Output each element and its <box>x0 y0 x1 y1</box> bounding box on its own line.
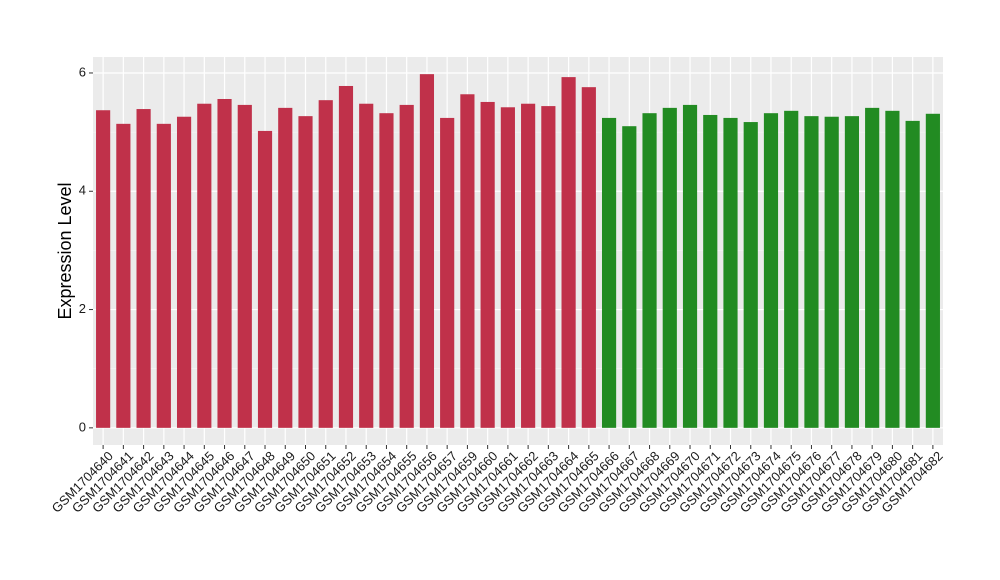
bar <box>419 74 435 428</box>
bar <box>662 107 677 428</box>
y-tick-label: 0 <box>79 419 86 434</box>
bar <box>844 116 860 428</box>
bar <box>379 113 394 428</box>
bar <box>338 85 354 428</box>
bar <box>460 94 475 428</box>
bar <box>480 101 495 428</box>
bar <box>865 107 880 428</box>
bar <box>156 123 171 428</box>
bar <box>318 100 333 428</box>
bar <box>682 104 698 428</box>
bar <box>278 107 293 428</box>
bar <box>622 126 637 428</box>
plot-panel <box>93 57 943 445</box>
bar <box>217 98 232 428</box>
bar <box>925 113 940 428</box>
y-tick-label: 6 <box>79 64 86 79</box>
bar <box>257 130 273 428</box>
bar <box>763 113 779 428</box>
bar <box>176 116 192 428</box>
bar <box>642 113 657 428</box>
bar <box>116 123 131 428</box>
bar <box>905 120 920 428</box>
bar <box>743 122 758 428</box>
bar <box>581 87 596 428</box>
bar <box>784 110 799 428</box>
bar <box>500 107 515 428</box>
bar <box>197 103 212 428</box>
bar <box>723 117 738 428</box>
bar <box>96 110 111 428</box>
bar <box>399 104 414 428</box>
bar <box>885 110 900 428</box>
bar <box>298 116 313 428</box>
y-tick-label: 2 <box>79 301 86 316</box>
bar <box>136 109 151 428</box>
bar <box>359 103 374 428</box>
y-tick-label: 4 <box>79 183 86 198</box>
bar <box>824 116 839 428</box>
bar <box>237 104 252 428</box>
bar <box>804 116 819 428</box>
bar <box>601 117 617 428</box>
bar <box>703 114 718 428</box>
bar <box>521 103 536 428</box>
y-axis-label: Expression Level <box>55 182 75 319</box>
bar <box>440 117 455 428</box>
bar <box>561 77 576 428</box>
bar <box>541 106 556 428</box>
